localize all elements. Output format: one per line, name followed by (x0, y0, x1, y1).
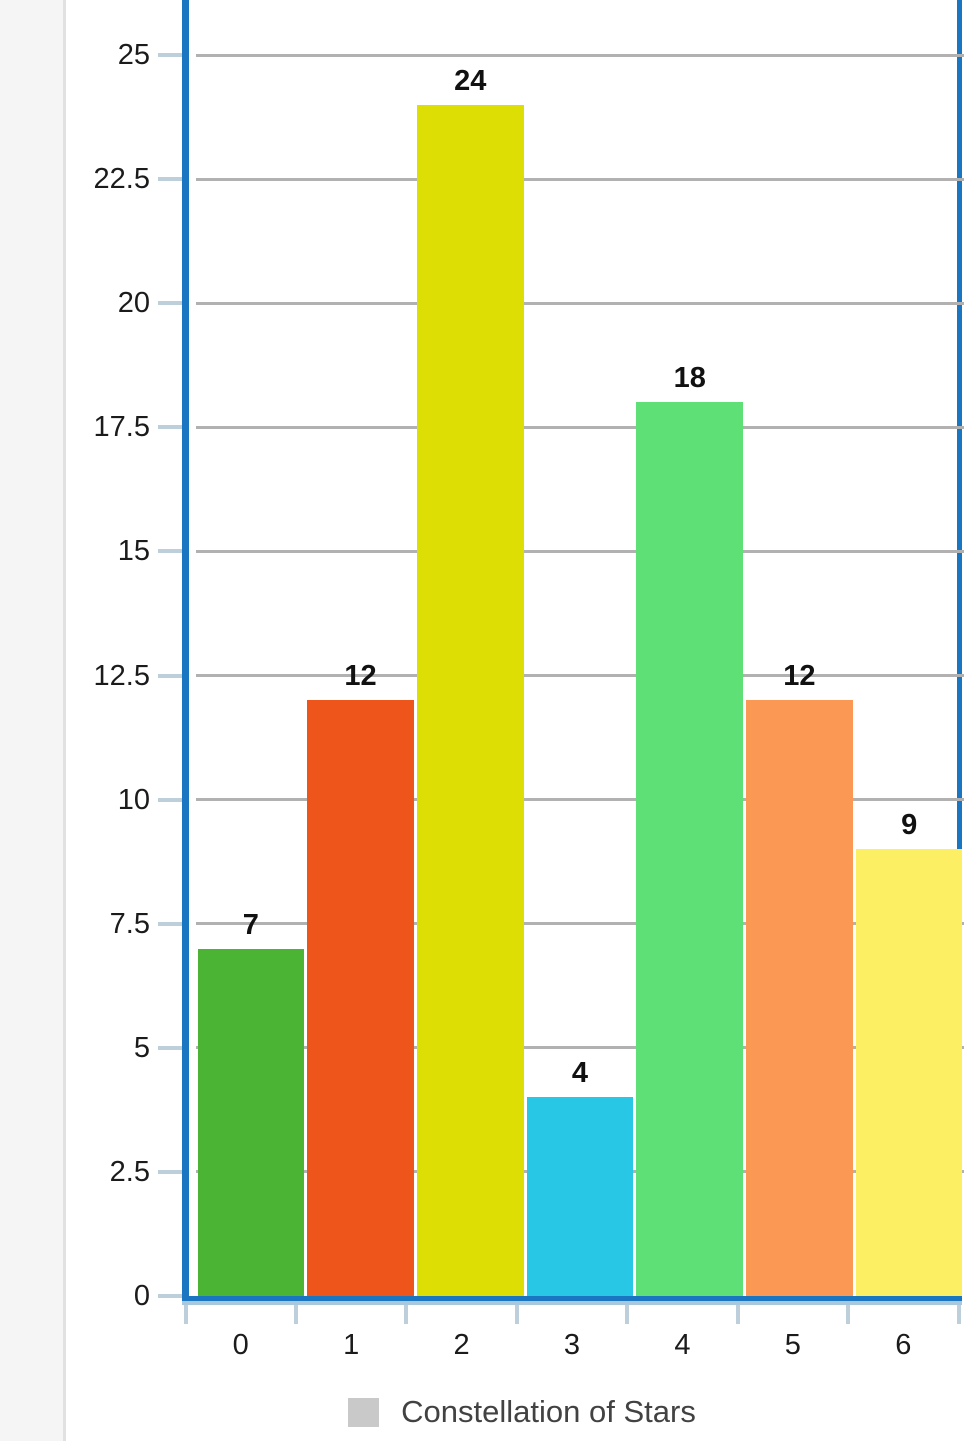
x-axis-tick (514, 1305, 519, 1324)
y-axis-tick (158, 177, 182, 182)
gridline (196, 425, 964, 429)
x-axis-category-label: 4 (674, 1329, 691, 1361)
y-axis-tick (158, 797, 182, 802)
bar-category-2[interactable] (416, 104, 524, 1296)
y-axis-tick-label: 25 (117, 39, 150, 71)
x-axis-tick (735, 1305, 740, 1324)
y-axis-tick-label: 12.5 (93, 659, 150, 692)
y-axis-tick-label: 15 (117, 535, 150, 568)
y-axis-tick (158, 1169, 182, 1174)
x-axis-tick (404, 1305, 409, 1324)
bar-value-label: 4 (571, 1057, 589, 1090)
gridline (196, 177, 964, 181)
x-axis-category-label: 2 (453, 1329, 470, 1361)
x-axis-category-label: 0 (232, 1329, 249, 1361)
x-axis-tick (293, 1305, 298, 1324)
bar-category-1[interactable] (307, 700, 414, 1296)
y-axis-tick-label: 22.5 (93, 163, 150, 196)
x-axis-category-label: 1 (343, 1329, 360, 1361)
left-sidebar-strip (0, 0, 66, 1441)
x-axis-tick (846, 1305, 851, 1324)
bar-value-label: 7 (242, 908, 259, 941)
gridline (196, 922, 964, 926)
plot-inner: 7 12 24 4 18 12 9 (196, 0, 964, 1296)
gridline (196, 674, 964, 677)
bar-value-label: 24 (454, 64, 487, 97)
y-axis-tick (158, 673, 182, 678)
y-axis-tick (158, 301, 182, 306)
gridline (196, 301, 964, 305)
legend-label: Constellation of Stars (401, 1394, 696, 1429)
x-axis: 0 1 2 3 4 5 6 (182, 1305, 962, 1385)
x-axis-tick (183, 1305, 188, 1324)
gridline (196, 549, 964, 553)
bar-category-6[interactable] (855, 849, 963, 1296)
x-axis-baseline (182, 1301, 962, 1305)
bar-value-label: 12 (783, 660, 816, 693)
bar-category-3[interactable] (526, 1097, 634, 1296)
x-axis-tick (625, 1305, 630, 1324)
bar-value-label: 18 (673, 362, 706, 395)
y-axis: 0 2.5 5 7.5 10 12.5 15 17.5 20 22.5 25 (0, 0, 182, 1312)
y-axis-tick-label: 7.5 (109, 907, 150, 940)
bar-value-label: 12 (344, 660, 377, 693)
bar-category-0[interactable] (197, 948, 305, 1296)
legend-swatch-icon (348, 1397, 380, 1427)
bar-category-4[interactable] (636, 402, 744, 1296)
y-axis-tick-label: 17.5 (93, 411, 150, 444)
y-axis-tick (158, 1045, 182, 1050)
y-axis-tick (158, 921, 182, 926)
bar-value-label: 9 (901, 809, 918, 842)
bar-category-5[interactable] (746, 700, 853, 1296)
x-axis-category-label: 6 (895, 1329, 912, 1361)
x-axis-category-label: 3 (563, 1329, 581, 1361)
x-axis-tick (956, 1305, 961, 1324)
gridline (196, 1046, 964, 1050)
y-axis-tick-label: 0 (133, 1280, 150, 1312)
y-axis-tick-label: 5 (133, 1031, 150, 1064)
y-axis-tick (158, 425, 182, 430)
legend-item[interactable]: Constellation of Stars (66, 1392, 978, 1432)
y-axis-tick-label: 2.5 (109, 1155, 150, 1188)
y-axis-tick (158, 1294, 182, 1298)
y-axis-tick-label: 20 (117, 287, 150, 320)
plot-area: 7 12 24 4 18 12 9 (182, 0, 964, 1301)
x-axis-category-label: 5 (784, 1329, 801, 1361)
y-axis-tick (158, 549, 182, 554)
y-axis-tick (158, 53, 182, 57)
gridline (196, 798, 964, 802)
gridline (196, 53, 964, 57)
y-axis-tick-label: 10 (117, 783, 150, 816)
